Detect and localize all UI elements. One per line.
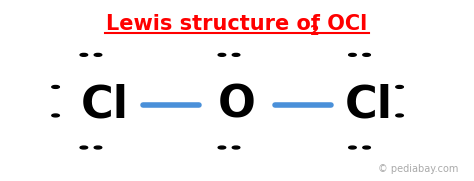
Circle shape <box>80 146 88 149</box>
Text: Cl: Cl <box>345 83 393 126</box>
Circle shape <box>94 146 102 149</box>
Text: Cl: Cl <box>81 83 129 126</box>
Circle shape <box>94 53 102 56</box>
Text: Lewis structure of OCl: Lewis structure of OCl <box>106 14 368 34</box>
Circle shape <box>363 53 370 56</box>
Circle shape <box>80 53 88 56</box>
Circle shape <box>52 114 59 117</box>
Circle shape <box>218 53 226 56</box>
Circle shape <box>396 85 403 88</box>
Text: © pediabay.com: © pediabay.com <box>378 164 458 174</box>
Circle shape <box>349 146 356 149</box>
Circle shape <box>232 53 240 56</box>
Circle shape <box>396 114 403 117</box>
Circle shape <box>363 146 370 149</box>
Circle shape <box>349 53 356 56</box>
Text: 2: 2 <box>310 24 319 38</box>
Circle shape <box>52 85 59 88</box>
Text: O: O <box>218 83 256 126</box>
Circle shape <box>232 146 240 149</box>
Circle shape <box>218 146 226 149</box>
